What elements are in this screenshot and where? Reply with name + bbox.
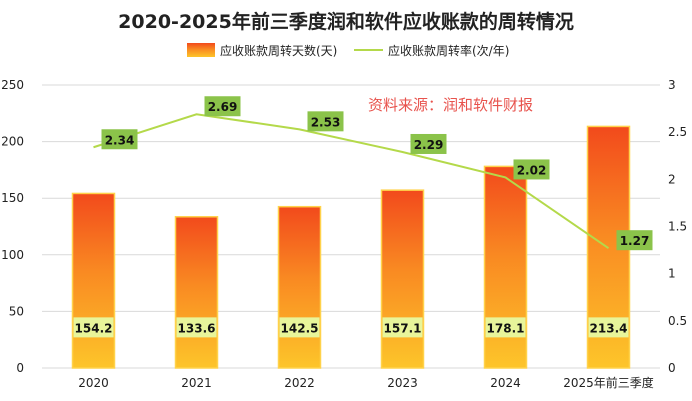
bar-data-label-bg — [588, 317, 629, 338]
bar-data-label-text: 142.5 — [281, 321, 319, 335]
y-right-tick-label: 2 — [668, 172, 676, 186]
bar-data-label-text: 213.4 — [590, 321, 628, 335]
line-data-label-bg — [410, 133, 447, 154]
x-tick-label: 2021 — [181, 376, 212, 390]
bar — [483, 165, 528, 369]
line-data-label: 2.02 — [513, 159, 550, 180]
y-right-tick-label: 1.5 — [668, 220, 687, 234]
bar-data-label: 178.1 — [485, 317, 526, 338]
y-left-tick-label: 250 — [1, 78, 24, 92]
y-right-tick-label: 0.5 — [668, 314, 687, 328]
x-tick-label: 2025年前三季度 — [563, 375, 654, 390]
bar-data-label: 154.2 — [73, 317, 114, 338]
bar — [380, 189, 425, 369]
y-left-tick-label: 50 — [9, 304, 24, 318]
bar-data-labels: 154.2 133.6 142.5 157.1 178.1 213.4 — [73, 317, 629, 338]
source-note: 资料来源：润和软件财报 — [368, 96, 533, 114]
legend-line-label: 应收账款周转率(次/年) — [388, 43, 509, 58]
line-data-label-bg — [204, 96, 241, 117]
bar — [174, 216, 219, 369]
bar-data-label-bg — [382, 317, 423, 338]
line-path — [93, 113, 610, 250]
y-left-tick-label: 200 — [1, 135, 24, 149]
bar — [71, 192, 116, 369]
bar-data-label-text: 178.1 — [487, 321, 525, 335]
line-data-label-text: 2.02 — [517, 163, 547, 177]
y-left-tick-label: 100 — [1, 248, 24, 262]
bar — [277, 205, 322, 369]
line-data-label-text: 2.69 — [208, 100, 238, 114]
y-axis-left: 0 50 100 150 200 250 — [1, 78, 24, 375]
x-tick-label: 2024 — [490, 376, 521, 390]
y-right-tick-label: 3 — [668, 78, 676, 92]
line-data-label: 2.69 — [204, 96, 241, 117]
line-data-label-bg — [307, 111, 344, 132]
bar-data-label: 142.5 — [279, 317, 320, 338]
line-data-label-text: 2.34 — [105, 133, 135, 147]
bar-data-label-text: 157.1 — [384, 321, 422, 335]
line-data-label: 1.27 — [616, 230, 653, 251]
line-data-labels: 2.34 2.69 2.53 2.29 2.02 1.27 — [101, 96, 653, 251]
line-data-label: 2.53 — [307, 111, 344, 132]
bar-data-label: 133.6 — [176, 317, 217, 338]
y-right-tick-label: 2.5 — [668, 125, 687, 139]
y-right-tick-label: 1 — [668, 267, 676, 281]
x-axis: 2020 2021 2022 2023 2024 2025年前三季度 — [78, 375, 654, 390]
line-data-label-text: 1.27 — [620, 234, 650, 248]
bar-data-label-text: 154.2 — [75, 321, 113, 335]
gridlines — [42, 84, 660, 369]
y-left-tick-label: 150 — [1, 191, 24, 205]
legend: 应收账款周转天数(天) 应收账款周转率(次/年) — [187, 43, 509, 58]
x-tick-label: 2020 — [78, 376, 109, 390]
line-data-label: 2.29 — [410, 133, 447, 154]
legend-bar-label: 应收账款周转天数(天) — [220, 43, 337, 58]
chart-title: 2020-2025年前三季度润和软件应收账款的周转情况 — [118, 10, 574, 33]
line-data-label-text: 2.53 — [311, 115, 341, 129]
line-data-label-bg — [101, 129, 138, 150]
line-series — [93, 113, 610, 250]
bar-data-label-text: 133.6 — [178, 321, 216, 335]
bar-data-label-bg — [279, 317, 320, 338]
x-tick-label: 2023 — [387, 376, 418, 390]
bar-data-label: 213.4 — [588, 317, 629, 338]
bar-data-label-bg — [73, 317, 114, 338]
legend-bar-swatch — [187, 43, 215, 57]
line-data-label-bg — [616, 230, 653, 251]
line-data-label-text: 2.29 — [414, 138, 444, 152]
bar-data-label-bg — [176, 317, 217, 338]
line-data-label-bg — [513, 159, 550, 180]
line-data-label: 2.34 — [101, 129, 138, 150]
y-axis-right: 0 0.5 1 1.5 2 2.5 3 — [668, 78, 687, 375]
y-left-tick-label: 0 — [16, 361, 24, 375]
y-right-tick-label: 0 — [668, 361, 676, 375]
bar-data-label-bg — [485, 317, 526, 338]
x-tick-label: 2022 — [284, 376, 315, 390]
bar-data-label: 157.1 — [382, 317, 423, 338]
